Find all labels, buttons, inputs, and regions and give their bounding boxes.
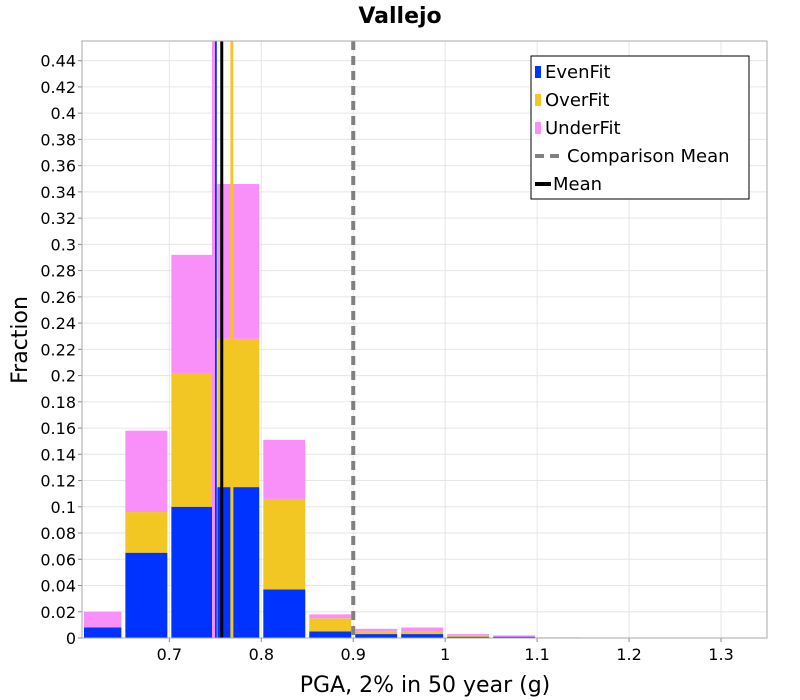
bar-overfit	[355, 631, 398, 635]
x-tick-label: 0.7	[157, 645, 182, 664]
bar-overfit	[171, 372, 214, 507]
y-tick-label: 0.14	[40, 445, 76, 464]
bar-underfit	[355, 628, 398, 632]
mean-lines	[211, 41, 356, 638]
y-tick-label: 0.42	[40, 78, 76, 97]
bar-evenfit	[309, 631, 352, 638]
y-tick-label: 0.02	[40, 603, 76, 622]
x-axis-ticks: 0.7 0.8 0.9 1 1.1 1.2 1.3	[157, 638, 734, 664]
histogram-bars	[84, 184, 582, 638]
y-tick-label: 0.38	[40, 130, 76, 149]
legend-swatch-underfit	[535, 122, 541, 134]
y-tick-label: 0.1	[51, 498, 76, 517]
legend-label-underfit: UnderFit	[545, 118, 621, 139]
y-tick-label: 0.08	[40, 524, 76, 543]
bar-evenfit	[125, 552, 168, 638]
bar-underfit	[84, 611, 122, 628]
y-tick-label: 0.18	[40, 393, 76, 412]
y-axis-label: Fraction	[8, 296, 33, 384]
legend-label-mean: Mean	[553, 174, 602, 195]
x-tick-label: 1.2	[616, 645, 641, 664]
y-tick-label: 0.26	[40, 288, 76, 307]
bar-evenfit	[263, 589, 306, 638]
bar-overfit	[263, 498, 306, 590]
bar-evenfit	[355, 634, 398, 638]
plot-frame	[81, 40, 768, 639]
legend-label-comparison-mean: Comparison Mean	[567, 146, 730, 167]
bar-overfit	[447, 635, 490, 637]
y-axis-ticks: 0 0.02 0.04 0.06 0.08 0.1 0.12 0.14 0.16 0.18 0.2 0…	[40, 52, 82, 648]
y-tick-label: 0.24	[40, 314, 76, 333]
legend: EvenFit OverFit UnderFit Comparison Mean Mea…	[530, 55, 750, 200]
y-tick-label: 0.34	[40, 183, 76, 202]
bar-underfit	[217, 184, 260, 339]
bar-evenfit	[84, 627, 122, 638]
legend-label-evenfit: EvenFit	[545, 62, 611, 83]
y-tick-label: 0	[66, 629, 76, 648]
y-tick-label: 0.16	[40, 419, 76, 438]
y-tick-label: 0.04	[40, 577, 76, 596]
bar-underfit	[447, 634, 490, 636]
bar-underfit	[493, 635, 536, 637]
bar-evenfit	[171, 506, 214, 638]
legend-swatch-overfit	[535, 94, 541, 106]
y-tick-label: 0.12	[40, 472, 76, 491]
y-tick-label: 0.32	[40, 209, 76, 228]
y-tick-label: 0.44	[40, 52, 76, 71]
x-tick-label: 0.8	[249, 645, 274, 664]
x-axis-label: PGA, 2% in 50 year (g)	[300, 673, 551, 698]
y-tick-label: 0.4	[51, 104, 76, 123]
bar-evenfit	[401, 634, 444, 638]
bar-evenfit	[447, 636, 490, 638]
legend-frame	[530, 55, 750, 200]
x-tick-label: 1	[440, 645, 450, 664]
bar-underfit	[263, 439, 306, 499]
legend-swatch-evenfit	[535, 66, 541, 78]
bar-underfit	[401, 627, 444, 632]
bar-underfit	[309, 614, 352, 619]
bar-underfit	[171, 254, 214, 373]
bar-evenfit	[217, 487, 260, 638]
x-tick-label: 1.3	[708, 645, 733, 664]
bar-overfit	[125, 512, 168, 553]
x-tick-label: 0.9	[341, 645, 366, 664]
y-tick-label: 0.2	[51, 367, 76, 386]
bar-overfit	[401, 631, 444, 635]
y-tick-label: 0.22	[40, 340, 76, 359]
y-tick-label: 0.36	[40, 157, 76, 176]
chart-title: Vallejo	[358, 4, 441, 29]
bar-overfit	[309, 618, 352, 632]
y-tick-label: 0.06	[40, 550, 76, 569]
bar-overfit	[217, 338, 260, 488]
bar-evenfit	[493, 636, 536, 638]
bar-underfit	[125, 430, 168, 513]
legend-label-overfit: OverFit	[545, 90, 609, 111]
y-tick-label: 0.28	[40, 262, 76, 281]
y-tick-label: 0.3	[51, 235, 76, 254]
x-tick-label: 1.1	[524, 645, 549, 664]
